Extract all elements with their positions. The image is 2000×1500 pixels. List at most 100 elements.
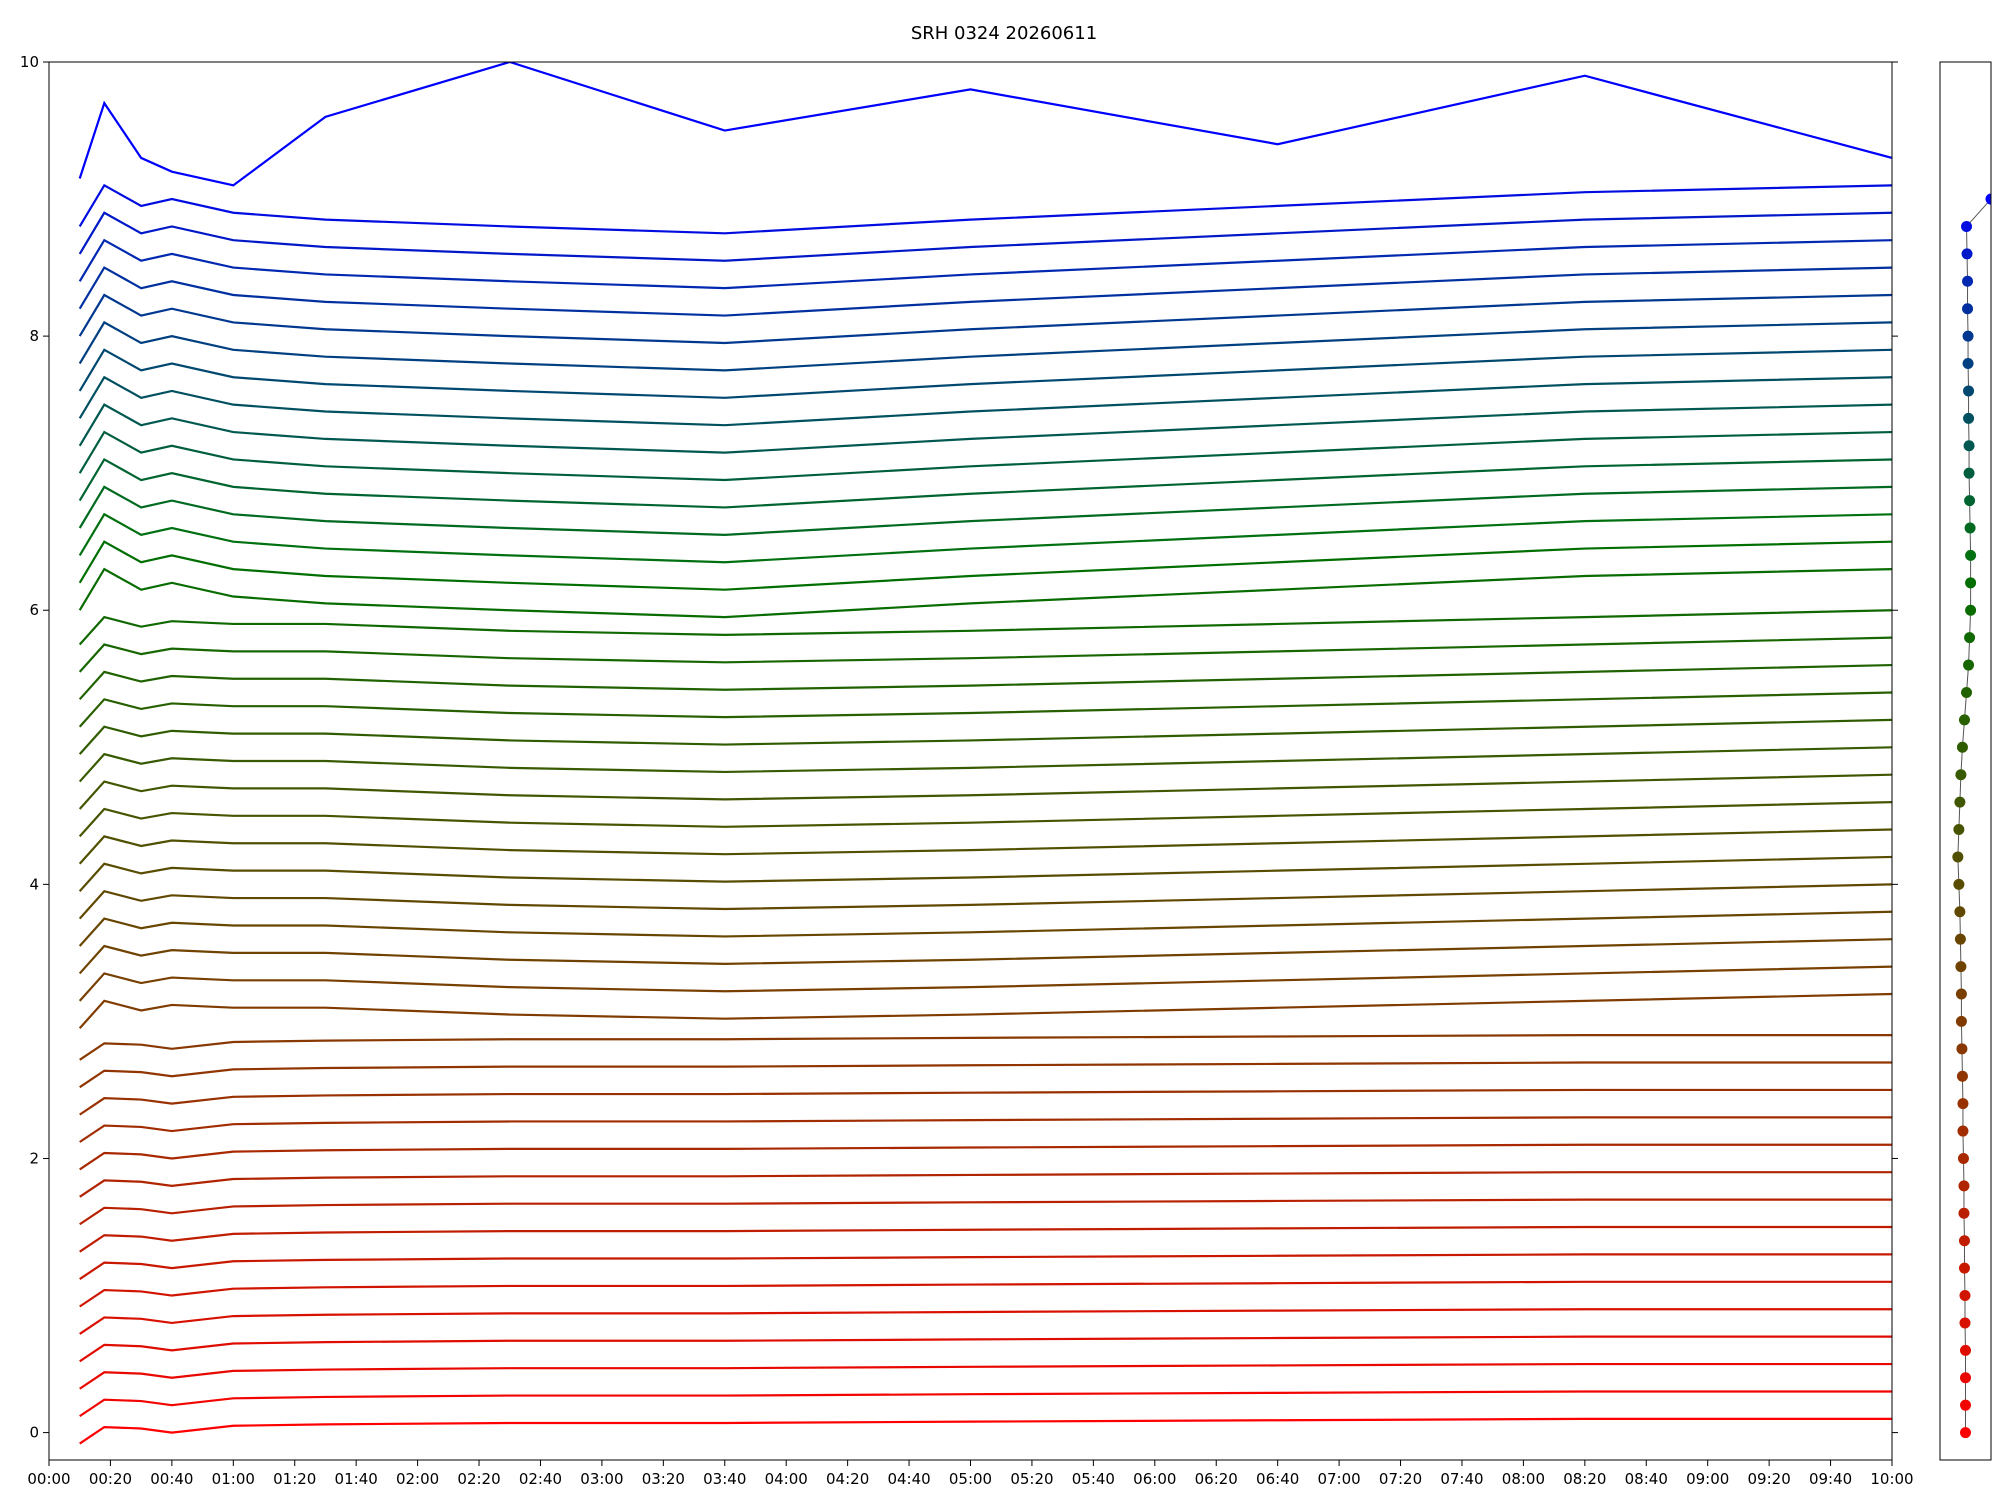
series-line (78, 965, 1892, 1002)
point (1953, 878, 1965, 890)
series-line (79, 1280, 1892, 1308)
series-line (78, 883, 1892, 920)
connector-line (1957, 198, 1991, 1433)
series-line (78, 992, 1892, 1029)
axes-frame (1939, 61, 1992, 1461)
point (1965, 577, 1977, 589)
point (1964, 632, 1976, 644)
point (1985, 193, 1991, 205)
point (1962, 303, 1974, 315)
point (1961, 248, 1973, 260)
point (1957, 1125, 1969, 1137)
series-line (78, 663, 1892, 701)
point (1961, 686, 1973, 698)
point (1963, 467, 1975, 479)
point (1962, 358, 1974, 370)
x-tick-label: 04:20 (826, 1470, 869, 1488)
x-tick-label: 05:40 (1072, 1470, 1115, 1488)
series-line (79, 1335, 1892, 1363)
x-tick-label: 01:20 (273, 1470, 316, 1488)
point (1963, 659, 1975, 671)
x-tick-label: 03:20 (642, 1470, 685, 1488)
y-tick-label: 8 (29, 327, 39, 345)
x-tick-label: 00:00 (27, 1470, 70, 1488)
series-line (78, 636, 1892, 673)
series-line (78, 718, 1892, 755)
series-line (78, 183, 1892, 235)
series-line (78, 266, 1892, 317)
y-tick-label: 10 (20, 53, 39, 71)
series-line (78, 211, 1892, 262)
x-tick-label: 08:40 (1625, 1470, 1668, 1488)
point (1958, 1207, 1970, 1219)
series-line (78, 403, 1892, 454)
x-tick-label: 05:20 (1010, 1470, 1053, 1488)
point (1963, 385, 1975, 397)
x-tick-label: 03:40 (703, 1470, 746, 1488)
point (1958, 1235, 1970, 1247)
point (1960, 1427, 1971, 1439)
plot-area (78, 62, 1892, 1445)
point (1955, 769, 1967, 781)
point (1953, 824, 1965, 836)
series-line (78, 348, 1892, 399)
series-line (79, 1390, 1892, 1418)
series-line (78, 609, 1892, 646)
series-line (79, 1143, 1892, 1171)
point (1962, 330, 1974, 342)
series-line (78, 855, 1892, 892)
point (1955, 1015, 1967, 1027)
series-line (79, 1088, 1892, 1116)
x-tick-label: 02:20 (457, 1470, 500, 1488)
series-line (79, 1116, 1892, 1143)
series-line (78, 430, 1892, 482)
axes-frame (48, 61, 1893, 1461)
series-line (78, 746, 1892, 783)
series-line (78, 293, 1892, 345)
x-tick-label: 07:00 (1317, 1470, 1360, 1488)
x-tick-label: 10:00 (1870, 1470, 1913, 1488)
plot-area (1952, 193, 1991, 1439)
series-line (78, 691, 1892, 728)
point (1960, 1344, 1971, 1356)
x-tick-label: 01:40 (335, 1470, 378, 1488)
series-line (78, 773, 1892, 810)
series-line (79, 1308, 1892, 1335)
series-line (78, 457, 1892, 509)
series-line (79, 1061, 1892, 1089)
point (1957, 1152, 1969, 1164)
series-line (78, 238, 1892, 290)
series-line (78, 910, 1892, 947)
series-line (78, 320, 1892, 372)
x-tick-label: 04:00 (765, 1470, 808, 1488)
x-tick-label: 06:20 (1195, 1470, 1238, 1488)
x-tick-label: 07:20 (1379, 1470, 1422, 1488)
x-tick-label: 09:20 (1748, 1470, 1791, 1488)
series-line (79, 1034, 1892, 1061)
point (1960, 1372, 1971, 1384)
point (1964, 495, 1976, 507)
x-tick-label: 06:40 (1256, 1470, 1299, 1488)
series-line (79, 1362, 1892, 1390)
point (1955, 988, 1967, 1000)
x-tick-label: 06:00 (1133, 1470, 1176, 1488)
point (1962, 275, 1974, 287)
series-line (78, 62, 1892, 187)
point (1958, 1262, 1970, 1274)
point (1964, 522, 1976, 534)
y-tick-label: 4 (29, 875, 39, 893)
x-tick-label: 00:20 (89, 1470, 132, 1488)
x-tick-label: 04:40 (887, 1470, 930, 1488)
series-line (78, 567, 1892, 619)
y-tick-label: 2 (29, 1149, 39, 1167)
point (1954, 933, 1966, 945)
series-line (78, 540, 1892, 591)
series-line (78, 801, 1892, 838)
point (1960, 1399, 1971, 1411)
series-line (79, 1417, 1892, 1445)
series-line (79, 1171, 1892, 1198)
point (1958, 1180, 1970, 1192)
x-tick-label: 00:40 (150, 1470, 193, 1488)
point (1958, 714, 1970, 726)
